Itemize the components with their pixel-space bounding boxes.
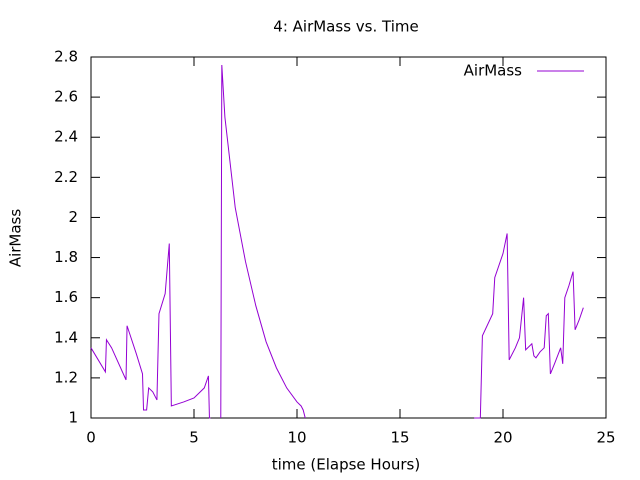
x-tick-label: 10 (287, 429, 306, 447)
x-tick-label: 20 (493, 429, 512, 447)
y-axis-label: AirMass (7, 209, 25, 268)
data-line (90, 64, 584, 419)
legend-label: AirMass (464, 62, 523, 80)
y-tick-label: 1.4 (54, 328, 78, 346)
y-tick-label: 1.8 (54, 248, 78, 266)
x-tick-label: 0 (86, 429, 96, 447)
x-tick-label: 15 (390, 429, 409, 447)
y-tick-label: 2.8 (54, 48, 78, 66)
y-tick-label: 1 (68, 409, 78, 427)
y-tick-label: 2 (68, 208, 78, 226)
y-tick-label: 2.6 (54, 88, 78, 106)
chart-title: 4: AirMass vs. Time (273, 18, 418, 36)
x-tick-label: 5 (189, 429, 199, 447)
y-tick-label: 2.2 (54, 168, 78, 186)
plot-border (90, 56, 607, 419)
y-tick-label: 1.6 (54, 288, 78, 306)
y-tick-label: 1.2 (54, 368, 78, 386)
x-axis-label: time (Elapse Hours) (272, 456, 420, 474)
y-tick-label: 2.4 (54, 128, 78, 146)
x-tick-label: 25 (596, 429, 615, 447)
